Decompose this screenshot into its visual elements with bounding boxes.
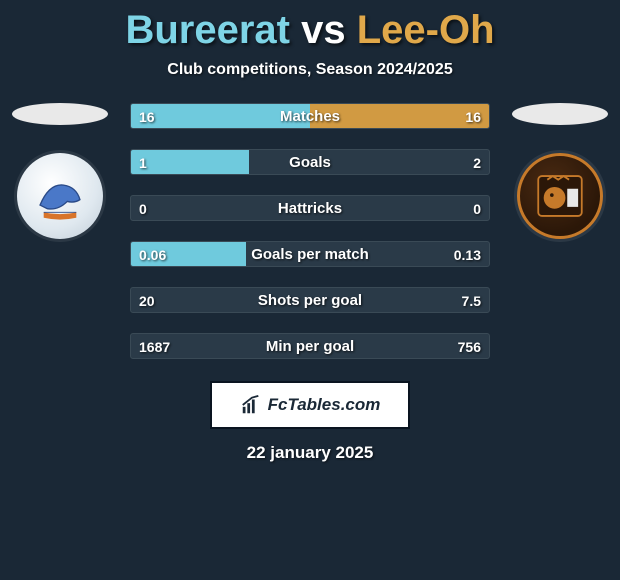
main-content: 1616Matches 12Goals 00Hattricks 0.060.13Goa… bbox=[0, 103, 620, 359]
stat-row: 1616Matches bbox=[130, 103, 490, 129]
ellipse-decoration bbox=[512, 103, 608, 125]
player1-badge-column bbox=[0, 103, 120, 239]
stat-row: 12Goals bbox=[130, 149, 490, 175]
brand-badge: FcTables.com bbox=[210, 381, 410, 429]
stat-label: Hattricks bbox=[131, 196, 489, 221]
player2-badge-column bbox=[500, 103, 620, 239]
stat-row: 00Hattricks bbox=[130, 195, 490, 221]
horse-crest-icon bbox=[31, 167, 89, 225]
player2-club-badge bbox=[517, 153, 603, 239]
date-text: 22 january 2025 bbox=[0, 443, 620, 463]
chart-icon bbox=[240, 394, 262, 416]
stat-label: Matches bbox=[131, 104, 489, 129]
player1-name: Bureerat bbox=[125, 8, 290, 52]
brand-text: FcTables.com bbox=[268, 395, 381, 415]
stat-row: 1687756Min per goal bbox=[130, 333, 490, 359]
stat-label: Goals bbox=[131, 150, 489, 175]
stats-bars-container: 1616Matches 12Goals 00Hattricks 0.060.13Goa… bbox=[130, 103, 490, 359]
stat-row: 0.060.13Goals per match bbox=[130, 241, 490, 267]
lion-crest-icon bbox=[531, 167, 589, 225]
competition-subtitle: Club competitions, Season 2024/2025 bbox=[0, 61, 620, 79]
vs-text: vs bbox=[301, 8, 346, 52]
player1-club-badge bbox=[17, 153, 103, 239]
stat-row: 207.5Shots per goal bbox=[130, 287, 490, 313]
player2-name: Lee-Oh bbox=[357, 8, 495, 52]
stat-label: Min per goal bbox=[131, 334, 489, 359]
ellipse-decoration bbox=[12, 103, 108, 125]
comparison-title: Bureerat vs Lee-Oh bbox=[0, 0, 620, 53]
stat-label: Shots per goal bbox=[131, 288, 489, 313]
stat-label: Goals per match bbox=[131, 242, 489, 267]
